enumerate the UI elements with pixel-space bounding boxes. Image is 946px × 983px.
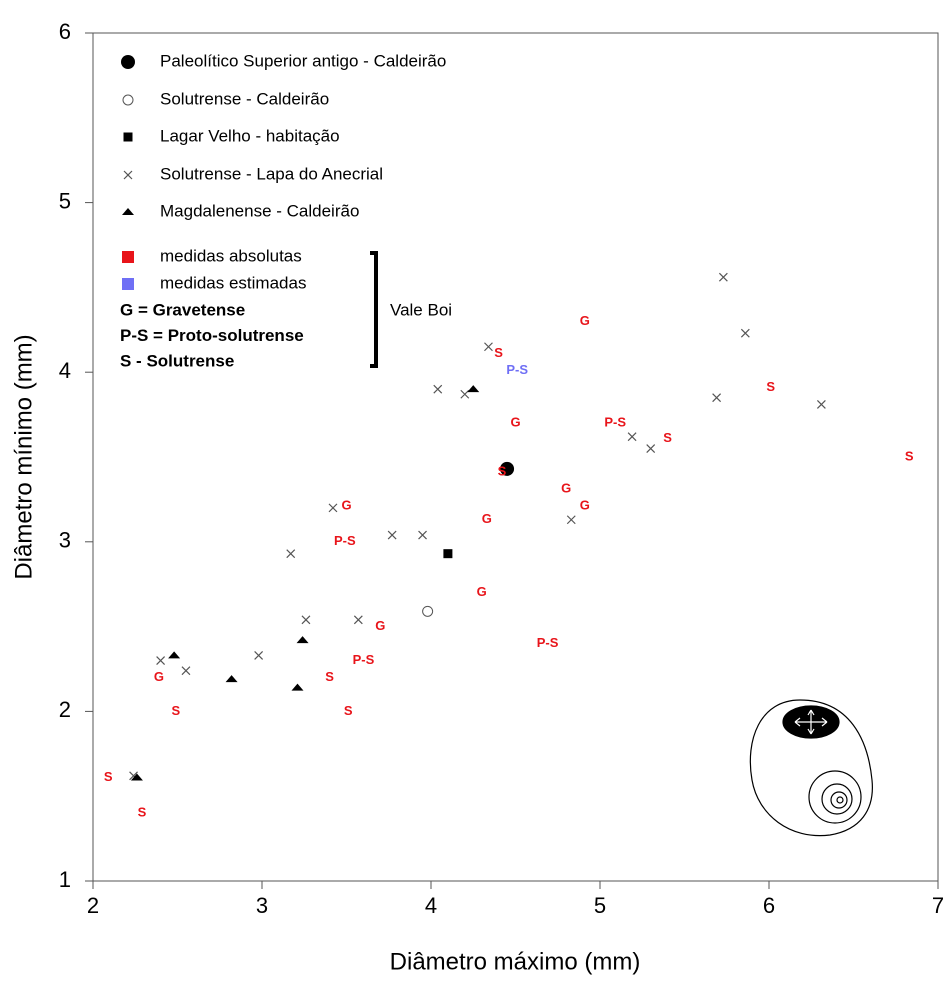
point-label: S bbox=[325, 669, 334, 684]
point bbox=[301, 615, 311, 625]
point-label: S bbox=[498, 464, 507, 479]
point-label: G bbox=[580, 313, 590, 328]
point bbox=[422, 605, 434, 617]
point bbox=[181, 666, 191, 676]
point bbox=[156, 656, 166, 665]
point bbox=[296, 636, 309, 644]
legend-note: G = Gravetense bbox=[120, 300, 245, 319]
point-label: G bbox=[510, 415, 520, 430]
point-label: P-S bbox=[334, 533, 356, 548]
legend-label: Solutrense - Lapa do Anecrial bbox=[160, 164, 383, 183]
point bbox=[467, 385, 480, 393]
y-tick-label: 4 bbox=[59, 358, 71, 383]
point-label: S bbox=[905, 448, 914, 463]
legend-marker bbox=[122, 278, 134, 290]
y-tick-label: 1 bbox=[59, 867, 71, 892]
point-label: P-S bbox=[353, 652, 375, 667]
legend-marker bbox=[123, 170, 133, 180]
point bbox=[460, 389, 470, 399]
point bbox=[443, 549, 453, 559]
point-label: G bbox=[561, 481, 571, 496]
point-label: P-S bbox=[506, 362, 528, 377]
legend-marker bbox=[122, 251, 134, 263]
point-label: G bbox=[375, 618, 385, 633]
x-tick-label: 5 bbox=[594, 893, 606, 918]
point bbox=[712, 393, 722, 403]
y-tick-label: 3 bbox=[59, 528, 71, 553]
point-label: G bbox=[580, 498, 590, 513]
snail-icon bbox=[749, 699, 873, 837]
point bbox=[418, 530, 427, 540]
point-label: S bbox=[663, 430, 672, 445]
point bbox=[286, 549, 296, 559]
x-tick-label: 4 bbox=[425, 893, 437, 918]
x-tick-label: 2 bbox=[87, 893, 99, 918]
point bbox=[130, 773, 143, 781]
point bbox=[387, 530, 397, 540]
legend-note: S - Solutrense bbox=[120, 351, 234, 370]
point bbox=[225, 675, 238, 683]
y-axis-label: Diâmetro mínimo (mm) bbox=[10, 334, 37, 579]
legend-label: medidas absolutas bbox=[160, 246, 302, 265]
point bbox=[566, 515, 576, 525]
point-label: S bbox=[766, 379, 775, 394]
point-label: G bbox=[154, 669, 164, 684]
point-label: G bbox=[477, 584, 487, 599]
point-label: S bbox=[104, 769, 113, 784]
point bbox=[816, 399, 826, 409]
y-tick-label: 6 bbox=[59, 19, 71, 44]
point-label: S bbox=[171, 703, 180, 718]
point bbox=[740, 328, 750, 338]
x-tick-label: 6 bbox=[763, 893, 775, 918]
legend-label: Paleolítico Superior antigo - Caldeirão bbox=[160, 51, 446, 70]
point-label: G bbox=[341, 498, 351, 513]
point bbox=[353, 615, 363, 625]
point-label: P-S bbox=[604, 415, 626, 430]
bracket bbox=[370, 251, 378, 368]
legend-label: Solutrense - Caldeirão bbox=[160, 89, 329, 108]
point-label: S bbox=[494, 345, 503, 360]
legend-marker bbox=[122, 208, 134, 215]
legend-label: Magdalenense - Caldeirão bbox=[160, 201, 359, 220]
point-label: G bbox=[482, 511, 492, 526]
x-tick-label: 3 bbox=[256, 893, 268, 918]
point-label: S bbox=[344, 703, 353, 718]
plot-frame bbox=[92, 32, 939, 882]
x-tick-label: 7 bbox=[932, 893, 944, 918]
point bbox=[433, 384, 443, 394]
point bbox=[718, 272, 728, 282]
point-label: P-S bbox=[537, 635, 559, 650]
point bbox=[328, 503, 338, 513]
point-label: S bbox=[138, 805, 147, 820]
point bbox=[500, 461, 515, 476]
legend-marker bbox=[122, 94, 134, 106]
point bbox=[291, 683, 304, 691]
y-tick-label: 2 bbox=[59, 697, 71, 722]
point bbox=[484, 342, 493, 352]
x-axis-label: Diâmetro máximo (mm) bbox=[390, 948, 641, 975]
point bbox=[168, 651, 181, 659]
y-tick-label: 5 bbox=[59, 188, 71, 213]
legend-marker bbox=[123, 132, 133, 142]
legend-label: medidas estimadas bbox=[160, 273, 306, 292]
legend-note: P-S = Proto-solutrense bbox=[120, 326, 304, 345]
point bbox=[646, 444, 656, 453]
legend-marker bbox=[121, 55, 135, 69]
point bbox=[627, 432, 637, 442]
group-label: Vale Boi bbox=[390, 300, 452, 319]
point bbox=[254, 651, 264, 660]
legend-label: Lagar Velho - habitação bbox=[160, 126, 340, 145]
